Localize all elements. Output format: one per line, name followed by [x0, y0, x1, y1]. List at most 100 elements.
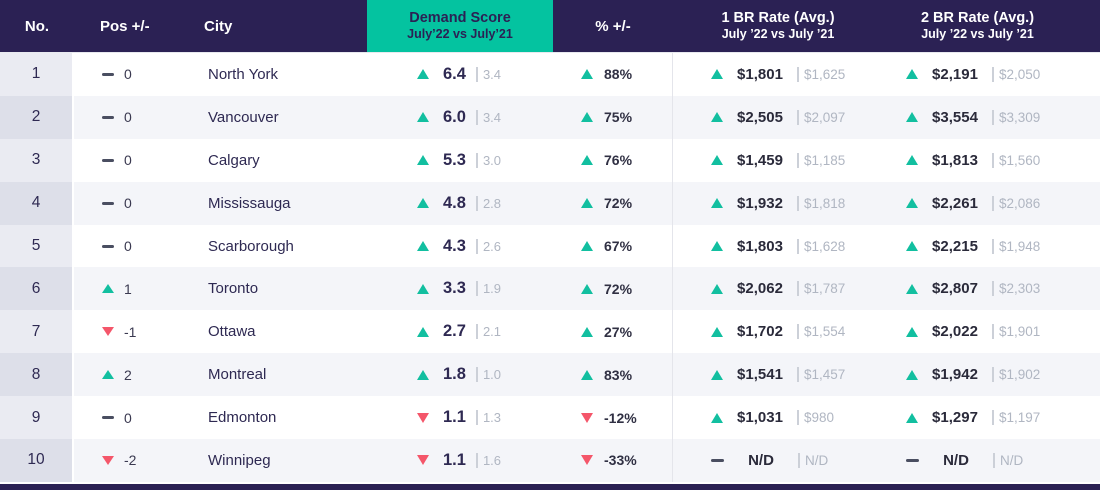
table-row: 9 0 Edmonton 1.1 1.3 -12% $1,031 $980 $1…	[0, 396, 1100, 440]
two-br-rate-previous: $1,902	[992, 367, 1040, 383]
city-cell: Scarborough	[180, 225, 367, 268]
demand-score-current: 6.4	[443, 64, 466, 83]
one-br-rate-cell: $1,459 $1,185	[673, 139, 883, 182]
one-br-trend-icon	[711, 326, 723, 337]
percent-change-cell: 67%	[553, 224, 673, 268]
demand-score-current: 4.8	[443, 193, 466, 212]
two-br-rate-previous: N/D	[993, 452, 1023, 468]
one-br-rate-current: $2,505	[737, 108, 783, 126]
one-br-rate-previous: $1,185	[797, 152, 845, 168]
city-name: Toronto	[208, 280, 259, 298]
rank-cell: 3	[0, 138, 74, 182]
position-trend-icon	[102, 284, 114, 294]
footer-bar	[0, 484, 1100, 490]
percent-trend-icon	[581, 155, 593, 166]
one-br-trend-icon	[711, 458, 724, 462]
demand-score-cell: 1.1 1.6	[367, 439, 553, 482]
demand-score-cell: 4.8 2.8	[367, 182, 553, 225]
percent-change-value: 27%	[604, 323, 633, 340]
position-change-value: 0	[124, 66, 132, 83]
rank-value: 6	[31, 279, 41, 297]
table-row: 8 2 Montreal 1.8 1.0 83% $1,541 $1,457 $…	[0, 353, 1100, 397]
two-br-rate-previous: $1,560	[992, 152, 1040, 168]
demand-trend-icon	[417, 155, 429, 166]
two-br-trend-icon	[906, 283, 918, 294]
percent-trend-icon	[581, 412, 593, 423]
one-br-rate-previous: $1,818	[797, 195, 845, 211]
demand-score-previous: 1.3	[475, 410, 501, 426]
table-row: 2 0 Vancouver 6.0 3.4 75% $2,505 $2,097 …	[0, 95, 1100, 139]
percent-change-cell: -12%	[553, 396, 673, 440]
demand-trend-icon	[417, 412, 429, 423]
two-br-rate-cell: $3,554 $3,309	[883, 96, 1100, 139]
demand-score-previous: 3.4	[475, 66, 501, 82]
one-br-trend-icon	[711, 412, 723, 423]
demand-score-previous: 1.9	[475, 281, 501, 297]
percent-change-cell: 27%	[553, 310, 673, 354]
two-br-rate-current: $2,215	[932, 237, 978, 255]
two-br-rate-previous: $2,086	[992, 195, 1040, 211]
demand-score-previous: 3.4	[475, 109, 501, 125]
percent-trend-icon	[581, 326, 593, 337]
one-br-trend-icon	[711, 198, 723, 209]
rank-cell: 6	[0, 267, 74, 311]
table-row: 5 0 Scarborough 4.3 2.6 67% $1,803 $1,62…	[0, 224, 1100, 268]
rank-value: 1	[31, 65, 41, 83]
city-cell: Calgary	[180, 139, 367, 182]
demand-trend-icon	[417, 112, 429, 123]
header-no: No.	[24, 17, 50, 35]
position-change-value: 1	[124, 280, 132, 297]
one-br-rate-cell: $1,541 $1,457	[673, 353, 883, 396]
demand-score-previous: 1.6	[475, 452, 501, 468]
percent-trend-icon	[581, 241, 593, 251]
demand-trend-icon	[417, 455, 429, 466]
demand-score-current: 2.7	[443, 322, 466, 341]
demand-score-cell: 3.3 1.9	[367, 267, 553, 310]
one-br-rate-previous: $1,457	[797, 367, 845, 383]
one-br-trend-icon	[711, 69, 723, 80]
rank-cell: 2	[0, 95, 74, 139]
rank-value: 10	[27, 451, 45, 469]
one-br-rate-current: N/D	[748, 451, 774, 469]
city-cell: North York	[180, 53, 367, 96]
position-trend-icon	[102, 201, 114, 205]
rank-cell: 10	[0, 439, 74, 482]
header-percent-change: % +/-	[595, 17, 631, 35]
percent-change-cell: 75%	[553, 95, 673, 139]
header-demand-score-title: Demand Score	[409, 10, 511, 27]
two-br-rate-cell: $1,813 $1,560	[883, 139, 1100, 182]
one-br-rate-cell: $1,031 $980	[673, 396, 883, 439]
one-br-rate-cell: $1,803 $1,628	[673, 225, 883, 268]
two-br-rate-previous: $1,901	[992, 324, 1040, 340]
demand-score-previous: 3.0	[475, 152, 501, 168]
one-br-rate-previous: N/D	[798, 452, 828, 468]
demand-trend-icon	[417, 69, 429, 80]
city-cell: Toronto	[180, 267, 367, 310]
two-br-rate-cell: $2,261 $2,086	[883, 182, 1100, 225]
position-change-cell: 0	[74, 139, 180, 182]
percent-change-cell: 72%	[553, 267, 673, 311]
two-br-trend-icon	[906, 412, 918, 423]
two-br-rate-cell: $1,297 $1,197	[883, 396, 1100, 439]
header-1br-rate-title: 1 BR Rate (Avg.)	[721, 10, 835, 27]
rank-value: 3	[31, 151, 41, 169]
position-change-cell: -1	[74, 310, 180, 353]
percent-change-value: -33%	[604, 452, 637, 469]
two-br-rate-previous: $2,303	[992, 281, 1040, 297]
percent-trend-icon	[581, 198, 593, 209]
one-br-rate-current: $1,541	[737, 366, 783, 384]
two-br-rate-previous: $1,197	[992, 410, 1040, 426]
position-change-cell: 0	[74, 96, 180, 139]
demand-score-current: 4.3	[443, 236, 466, 255]
two-br-trend-icon	[906, 155, 918, 166]
position-trend-icon	[102, 158, 114, 162]
position-change-value: -1	[124, 323, 137, 340]
two-br-rate-previous: $1,948	[992, 238, 1040, 254]
position-change-value: -2	[124, 452, 137, 469]
city-name: Calgary	[208, 151, 260, 169]
percent-trend-icon	[581, 283, 593, 294]
rank-value: 8	[31, 365, 41, 383]
two-br-trend-icon	[906, 69, 918, 80]
two-br-trend-icon	[906, 326, 918, 337]
